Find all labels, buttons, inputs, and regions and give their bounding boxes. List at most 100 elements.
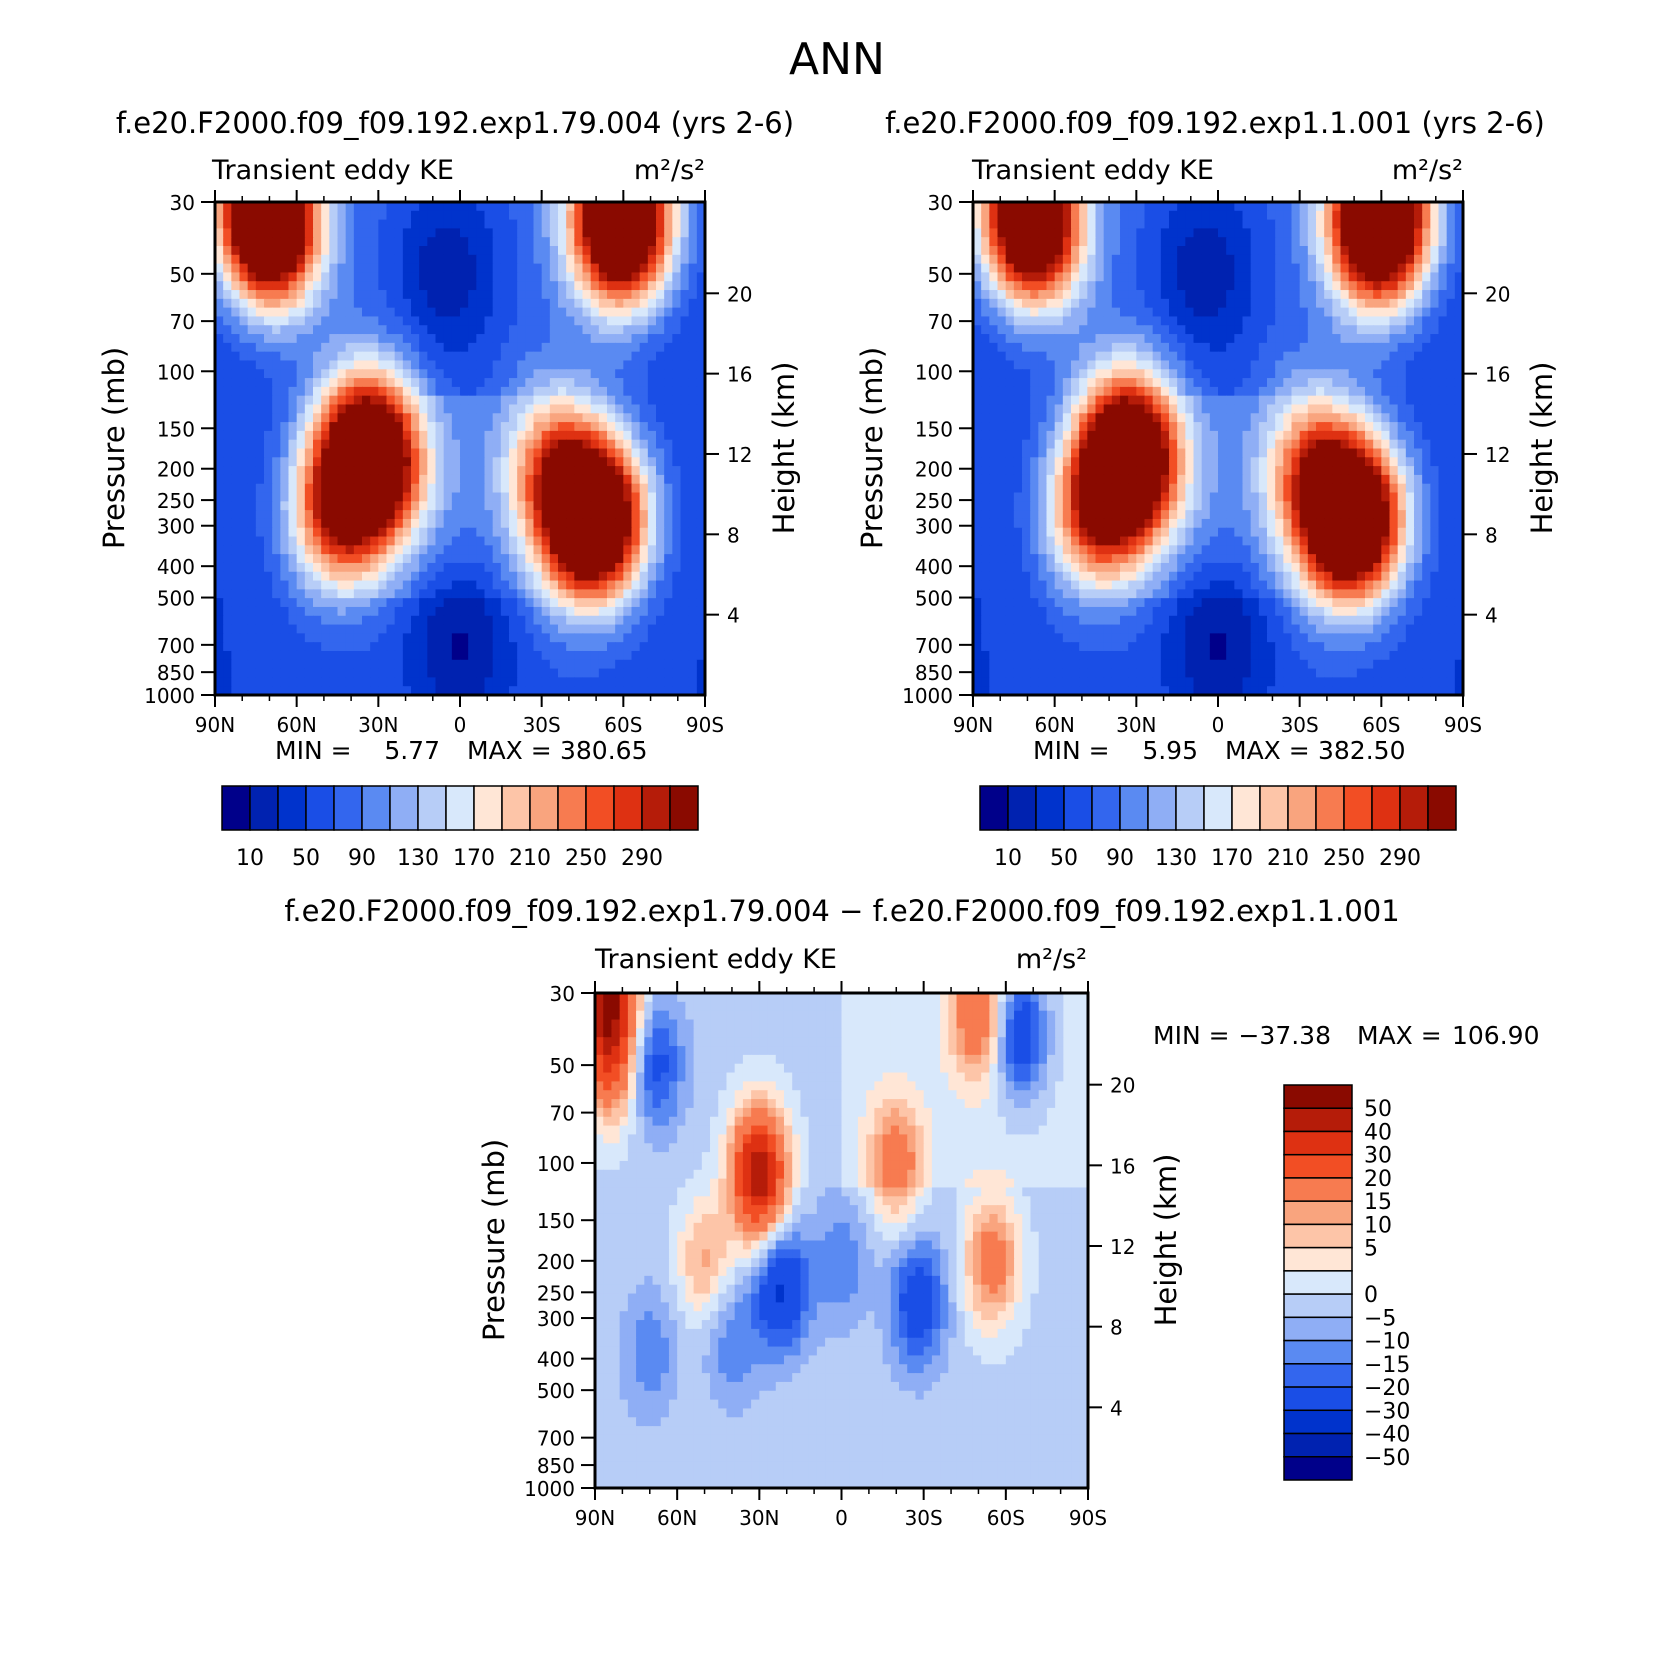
contour-cell bbox=[386, 369, 396, 379]
contour-cell bbox=[1389, 237, 1399, 247]
contour-cell bbox=[239, 351, 249, 362]
contour-cell bbox=[1324, 334, 1333, 344]
contour-cell bbox=[296, 351, 306, 362]
contour-cell bbox=[623, 527, 633, 538]
contour-cell bbox=[590, 668, 600, 678]
contour-cell bbox=[362, 228, 371, 238]
contour-cell bbox=[517, 659, 526, 670]
contour-cell bbox=[1430, 307, 1440, 318]
contour-cell bbox=[370, 298, 379, 309]
contour-cell bbox=[1152, 246, 1162, 256]
contour-cell bbox=[321, 677, 330, 687]
contour-cell bbox=[1430, 246, 1440, 256]
contour-cell bbox=[607, 571, 616, 582]
contour-cell bbox=[419, 492, 428, 502]
contour-cell bbox=[1250, 413, 1260, 423]
contour-cell bbox=[223, 598, 232, 608]
contour-cell bbox=[1120, 342, 1129, 353]
contour-cell bbox=[460, 483, 469, 494]
contour-cell bbox=[1446, 237, 1456, 247]
contour-cell bbox=[1414, 210, 1423, 221]
contour-cell bbox=[517, 263, 526, 274]
contour-cell bbox=[582, 272, 592, 282]
contour-cell bbox=[394, 448, 404, 458]
contour-cell bbox=[1030, 219, 1039, 230]
contour-cell bbox=[370, 316, 379, 326]
contour-cell bbox=[255, 642, 265, 652]
contour-cell bbox=[435, 624, 445, 634]
contour-cell bbox=[1291, 246, 1301, 256]
contour-cell bbox=[672, 307, 682, 318]
contour-cell bbox=[288, 263, 298, 274]
contour-cell bbox=[541, 642, 551, 652]
contour-cell bbox=[264, 510, 273, 520]
contour-cell bbox=[1169, 395, 1178, 406]
contour-cell bbox=[394, 395, 404, 406]
contour-cell bbox=[533, 598, 543, 608]
contour-cell bbox=[370, 290, 379, 300]
contour-cell bbox=[647, 580, 657, 590]
contour-cell bbox=[696, 430, 706, 441]
contour-cell bbox=[1454, 202, 1464, 212]
contour-cell bbox=[997, 378, 1007, 388]
contour-cell bbox=[239, 316, 249, 326]
contour-cell bbox=[623, 686, 633, 696]
contour-cell bbox=[239, 430, 249, 441]
contour-cell bbox=[443, 307, 453, 318]
contour-cell bbox=[1299, 369, 1309, 379]
contour-cell bbox=[1422, 237, 1431, 247]
contour-cell bbox=[615, 483, 624, 494]
contour-cell bbox=[345, 246, 355, 256]
contour-cell bbox=[386, 219, 396, 230]
contour-cell bbox=[607, 210, 616, 221]
contour-cell bbox=[1405, 307, 1415, 318]
contour-cell bbox=[688, 536, 698, 546]
contour-cell bbox=[402, 378, 412, 388]
contour-cell bbox=[427, 281, 437, 291]
contour-cell bbox=[313, 430, 322, 441]
contour-cell bbox=[623, 562, 633, 573]
contour-cell bbox=[386, 580, 396, 590]
contour-cell bbox=[1405, 228, 1415, 238]
contour-cell bbox=[615, 386, 624, 397]
contour-cell bbox=[1365, 246, 1374, 256]
contour-cell bbox=[1316, 263, 1325, 274]
contour-cell bbox=[656, 378, 665, 388]
contour-cell bbox=[288, 325, 298, 335]
contour-cell bbox=[1111, 316, 1121, 326]
contour-cell bbox=[1201, 263, 1211, 274]
contour-cell bbox=[500, 642, 510, 652]
contour-cell bbox=[1160, 307, 1170, 318]
contour-cell bbox=[574, 606, 584, 617]
contour-cell bbox=[1348, 246, 1358, 256]
contour-cell bbox=[1185, 316, 1195, 326]
contour-cell bbox=[255, 527, 265, 538]
contour-cell bbox=[1324, 386, 1333, 397]
contour-cell bbox=[280, 527, 290, 538]
contour-cell bbox=[468, 254, 477, 265]
contour-cell bbox=[1128, 254, 1137, 265]
contour-cell bbox=[533, 545, 543, 555]
contour-cell bbox=[582, 501, 592, 511]
contour-cell bbox=[492, 571, 502, 582]
contour-cell bbox=[582, 686, 592, 696]
contour-cell bbox=[378, 474, 388, 485]
contour-cell bbox=[1275, 202, 1284, 212]
contour-cell bbox=[598, 298, 608, 309]
contour-cell bbox=[337, 202, 347, 212]
contour-cell bbox=[623, 281, 633, 291]
contour-cell bbox=[1381, 404, 1391, 414]
contour-cell bbox=[647, 316, 657, 326]
contour-cell bbox=[288, 307, 298, 318]
contour-cell bbox=[296, 316, 306, 326]
contour-cell bbox=[1340, 281, 1350, 291]
contour-cell bbox=[304, 316, 314, 326]
contour-cell bbox=[631, 624, 641, 634]
contour-cell bbox=[280, 378, 290, 388]
contour-cell bbox=[1324, 202, 1333, 212]
contour-cell bbox=[1373, 386, 1382, 397]
contour-cell bbox=[476, 325, 486, 335]
contour-cell bbox=[1038, 386, 1048, 397]
contour-cell bbox=[247, 448, 257, 458]
contour-cell bbox=[288, 219, 298, 230]
